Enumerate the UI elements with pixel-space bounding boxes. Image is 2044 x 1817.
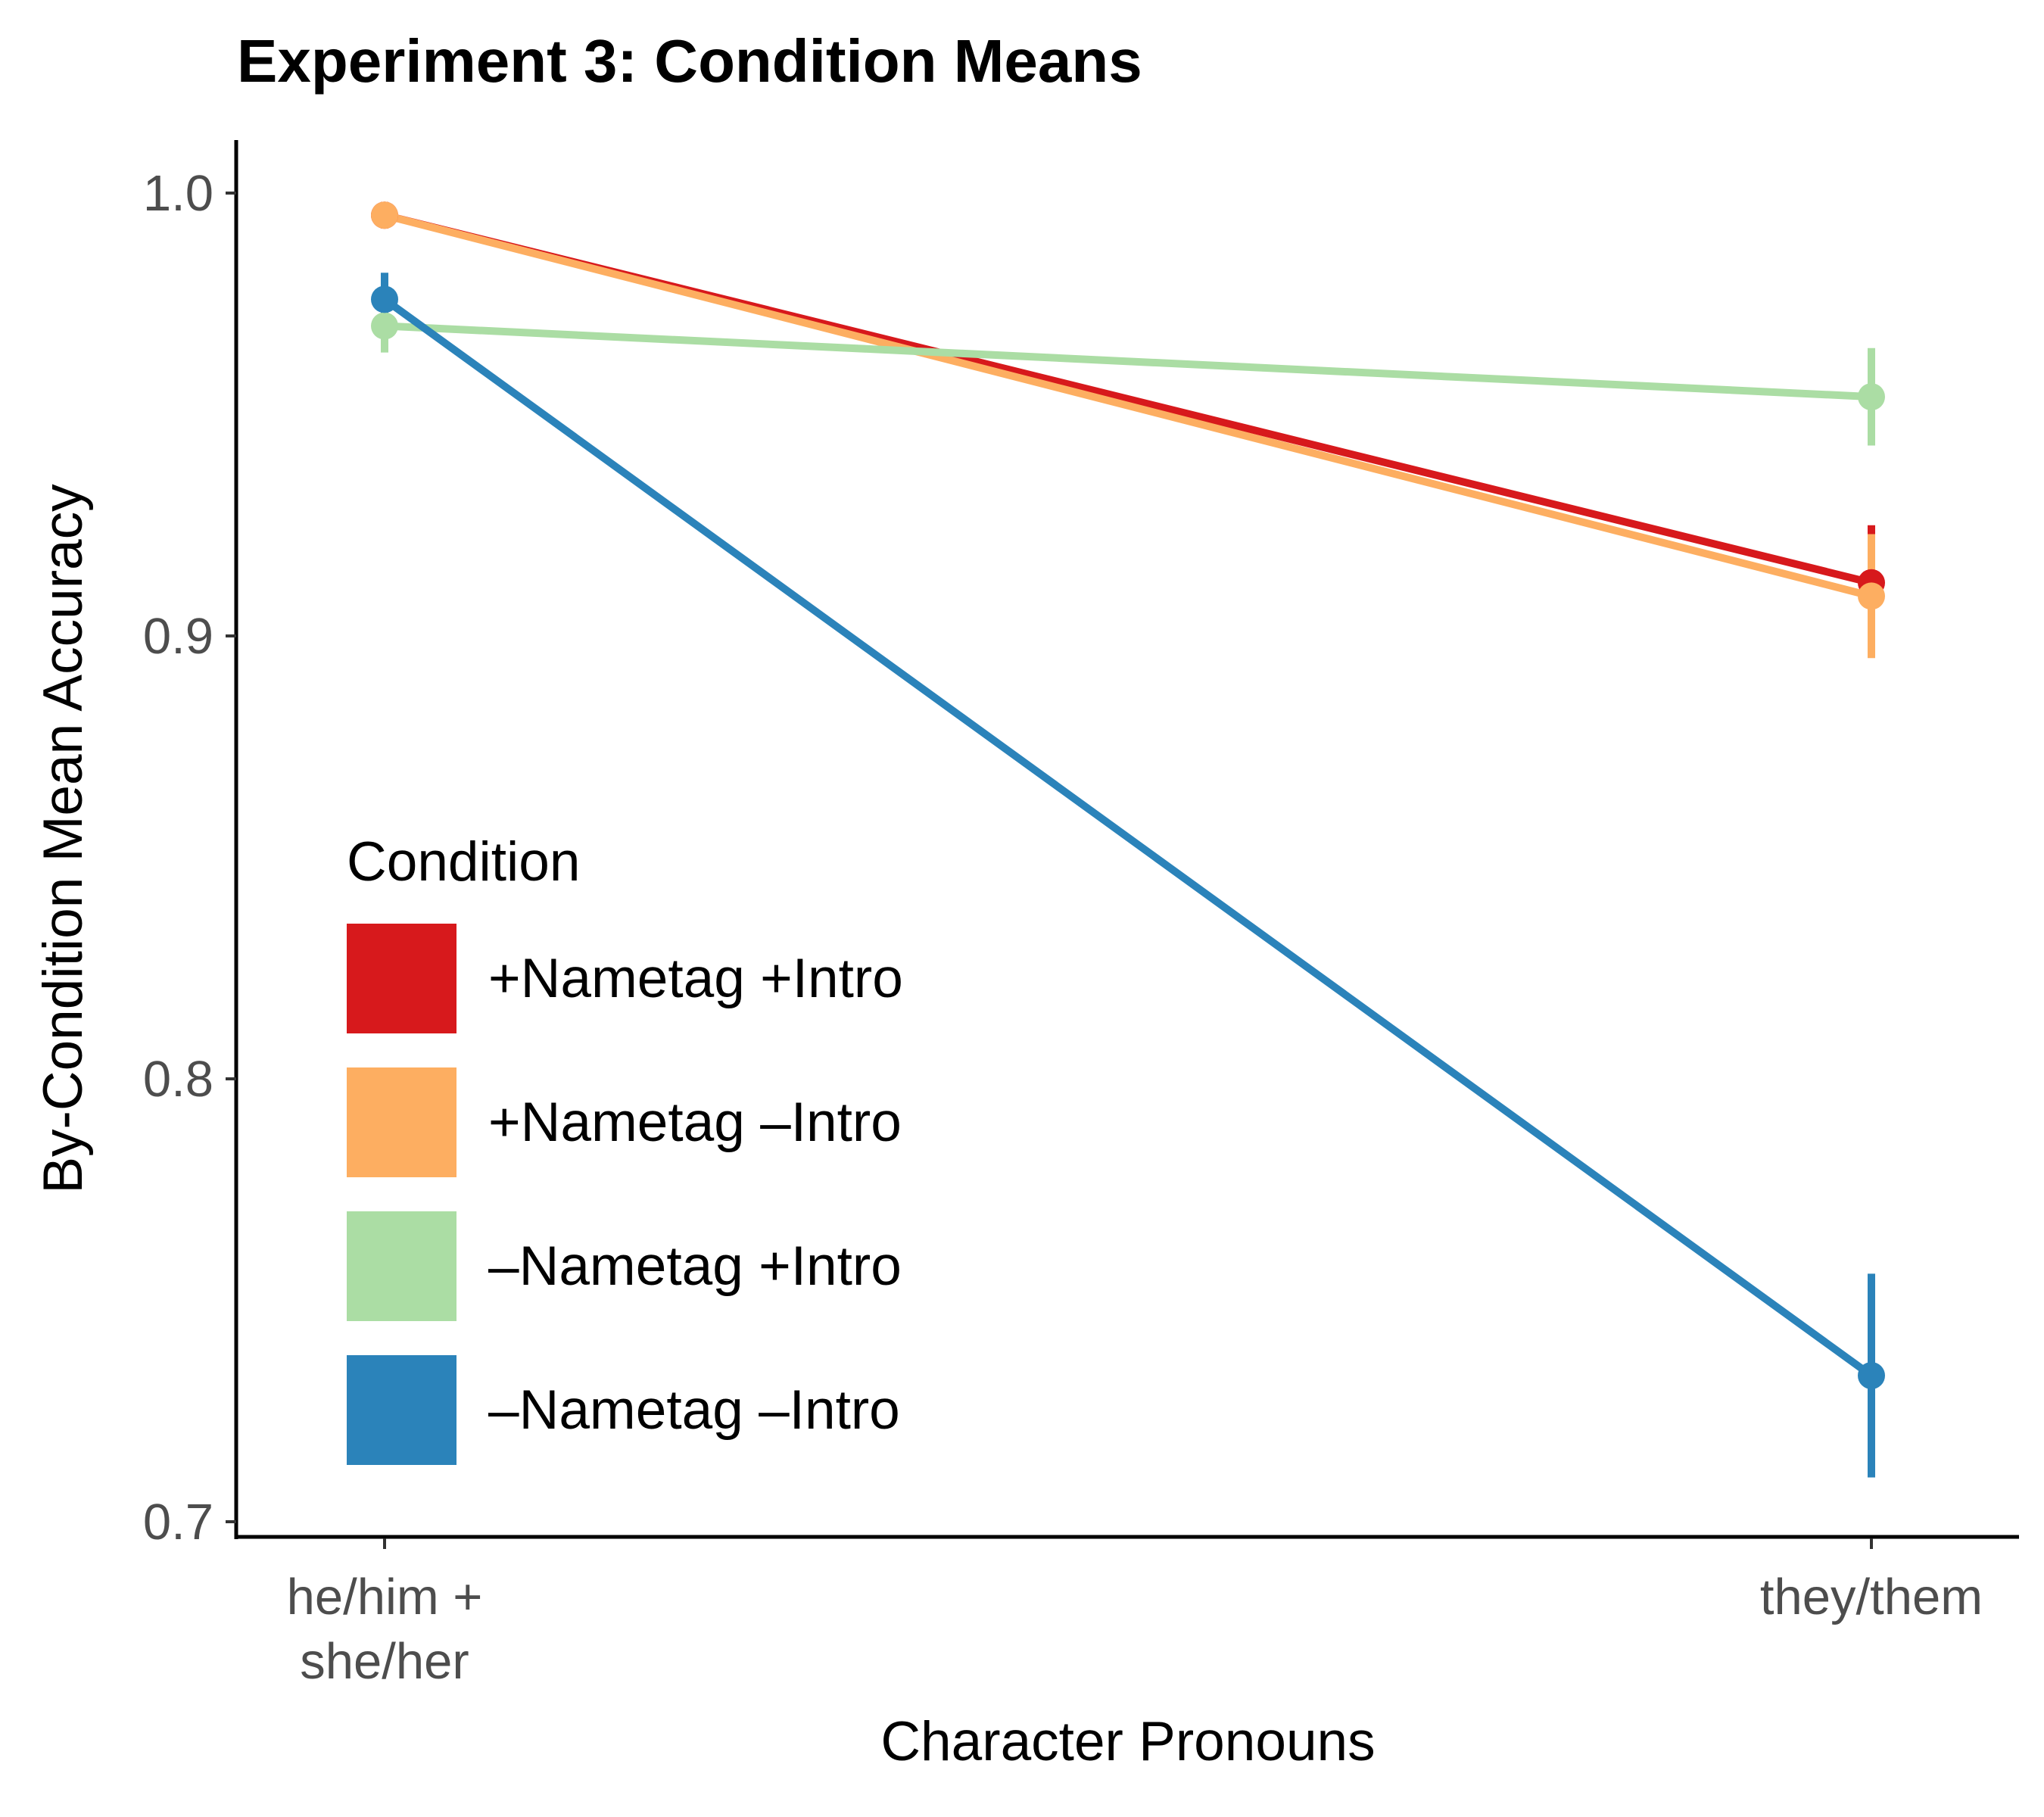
legend-swatch [347,1211,456,1321]
series-line [382,296,1874,1379]
data-point [1858,582,1885,610]
series-line [384,322,1872,401]
legend: Condition +Nametag +Intro +Nametag –Intro… [347,831,903,1465]
legend-swatch [347,1067,456,1177]
series-line [383,211,1873,600]
y-ticks: 0.7 0.8 0.9 1.0 [143,165,236,1551]
x-tick-label: he/him + [287,1569,483,1625]
legend-label: +Nametag –Intro [488,1092,902,1153]
axes [234,140,2019,1539]
data-point [371,201,398,229]
chart-title: Experiment 3: Condition Means [237,27,1142,95]
y-axis-title: By-Condition Mean Accuracy [33,484,94,1194]
data-point [1858,1361,1885,1389]
x-tick-label: she/her [300,1633,469,1690]
data-point [371,312,398,340]
legend-label: –Nametag –Intro [488,1379,900,1441]
y-tick-label: 0.9 [143,608,213,665]
data-points [371,201,1885,1389]
x-ticks: he/him + she/her they/them [287,1538,1983,1690]
legend-title: Condition [347,831,580,893]
y-tick-label: 0.7 [143,1494,213,1551]
y-tick-label: 1.0 [143,165,213,222]
legend-swatch [347,924,456,1033]
legend-swatch [347,1355,456,1465]
x-axis-title: Character Pronouns [880,1711,1375,1772]
y-tick-label: 0.8 [143,1051,213,1108]
x-tick-label: they/them [1760,1569,1983,1625]
series-lines [382,211,1874,1379]
legend-label: –Nametag +Intro [488,1236,902,1297]
data-point [1858,383,1885,411]
legend-label: +Nametag +Intro [488,948,903,1009]
legend-items: +Nametag +Intro +Nametag –Intro –Nametag +… [347,924,903,1465]
data-point [371,285,398,313]
